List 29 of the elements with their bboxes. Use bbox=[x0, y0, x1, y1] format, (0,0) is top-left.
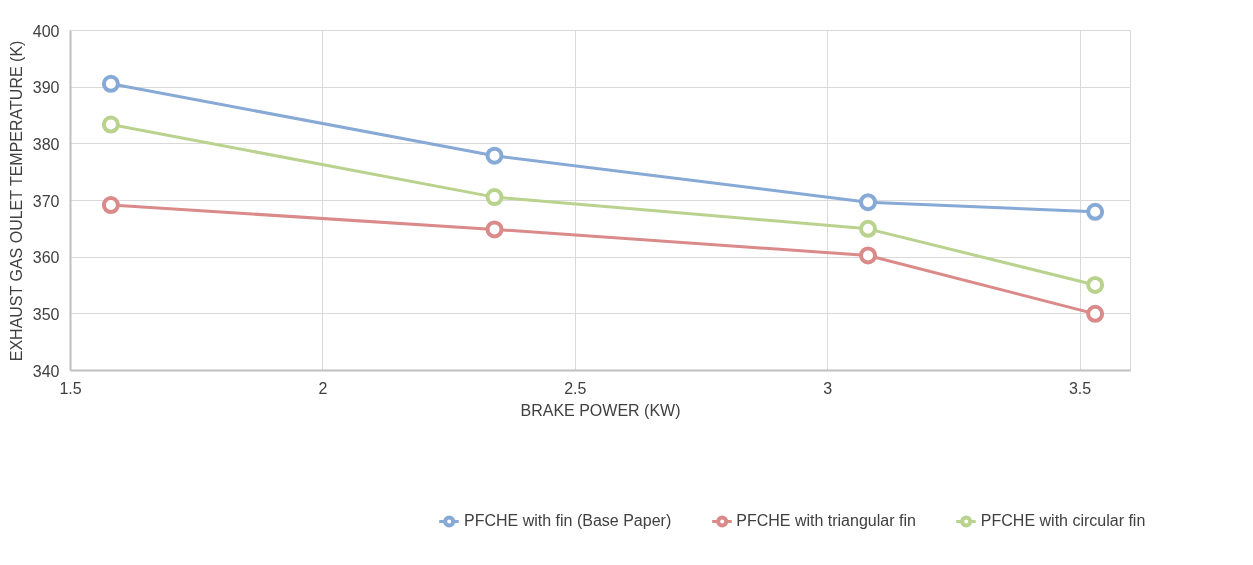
point bbox=[485, 146, 504, 165]
y-tick-label: 340 bbox=[32, 362, 60, 380]
point bbox=[485, 220, 504, 239]
point bbox=[1086, 202, 1105, 221]
point bbox=[859, 219, 878, 238]
x-tick-label: 2 bbox=[318, 379, 328, 397]
y-tick-label: 350 bbox=[32, 305, 60, 323]
point bbox=[101, 196, 120, 215]
x-tick-label: 3.5 bbox=[1068, 379, 1092, 397]
y-axis-title: EXHAUST GAS OULET TEMPERATURE (K) bbox=[7, 40, 25, 362]
point bbox=[859, 246, 878, 265]
point bbox=[101, 74, 120, 93]
point bbox=[101, 115, 120, 134]
y-tick-label: 360 bbox=[32, 249, 60, 267]
point bbox=[1086, 304, 1105, 323]
x-tick-label: 2.5 bbox=[564, 379, 587, 397]
y-tick-label: 380 bbox=[32, 135, 60, 153]
legend-label: PFCHE with triangular fin bbox=[736, 511, 916, 530]
x-tick-label: 1.5 bbox=[59, 379, 82, 397]
y-tick-label: 400 bbox=[32, 22, 60, 40]
point bbox=[859, 193, 878, 212]
legend-label: PFCHE with fin (Base Paper) bbox=[464, 511, 672, 530]
y-tick-label: 370 bbox=[32, 192, 60, 210]
legend-label: PFCHE with circular fin bbox=[980, 511, 1146, 530]
x-tick-label: 3 bbox=[823, 379, 833, 397]
y-tick-label: 390 bbox=[32, 79, 60, 97]
point bbox=[1086, 275, 1105, 294]
point bbox=[485, 188, 504, 207]
x-axis-title: BRAKE POWER (KW) bbox=[520, 401, 681, 419]
